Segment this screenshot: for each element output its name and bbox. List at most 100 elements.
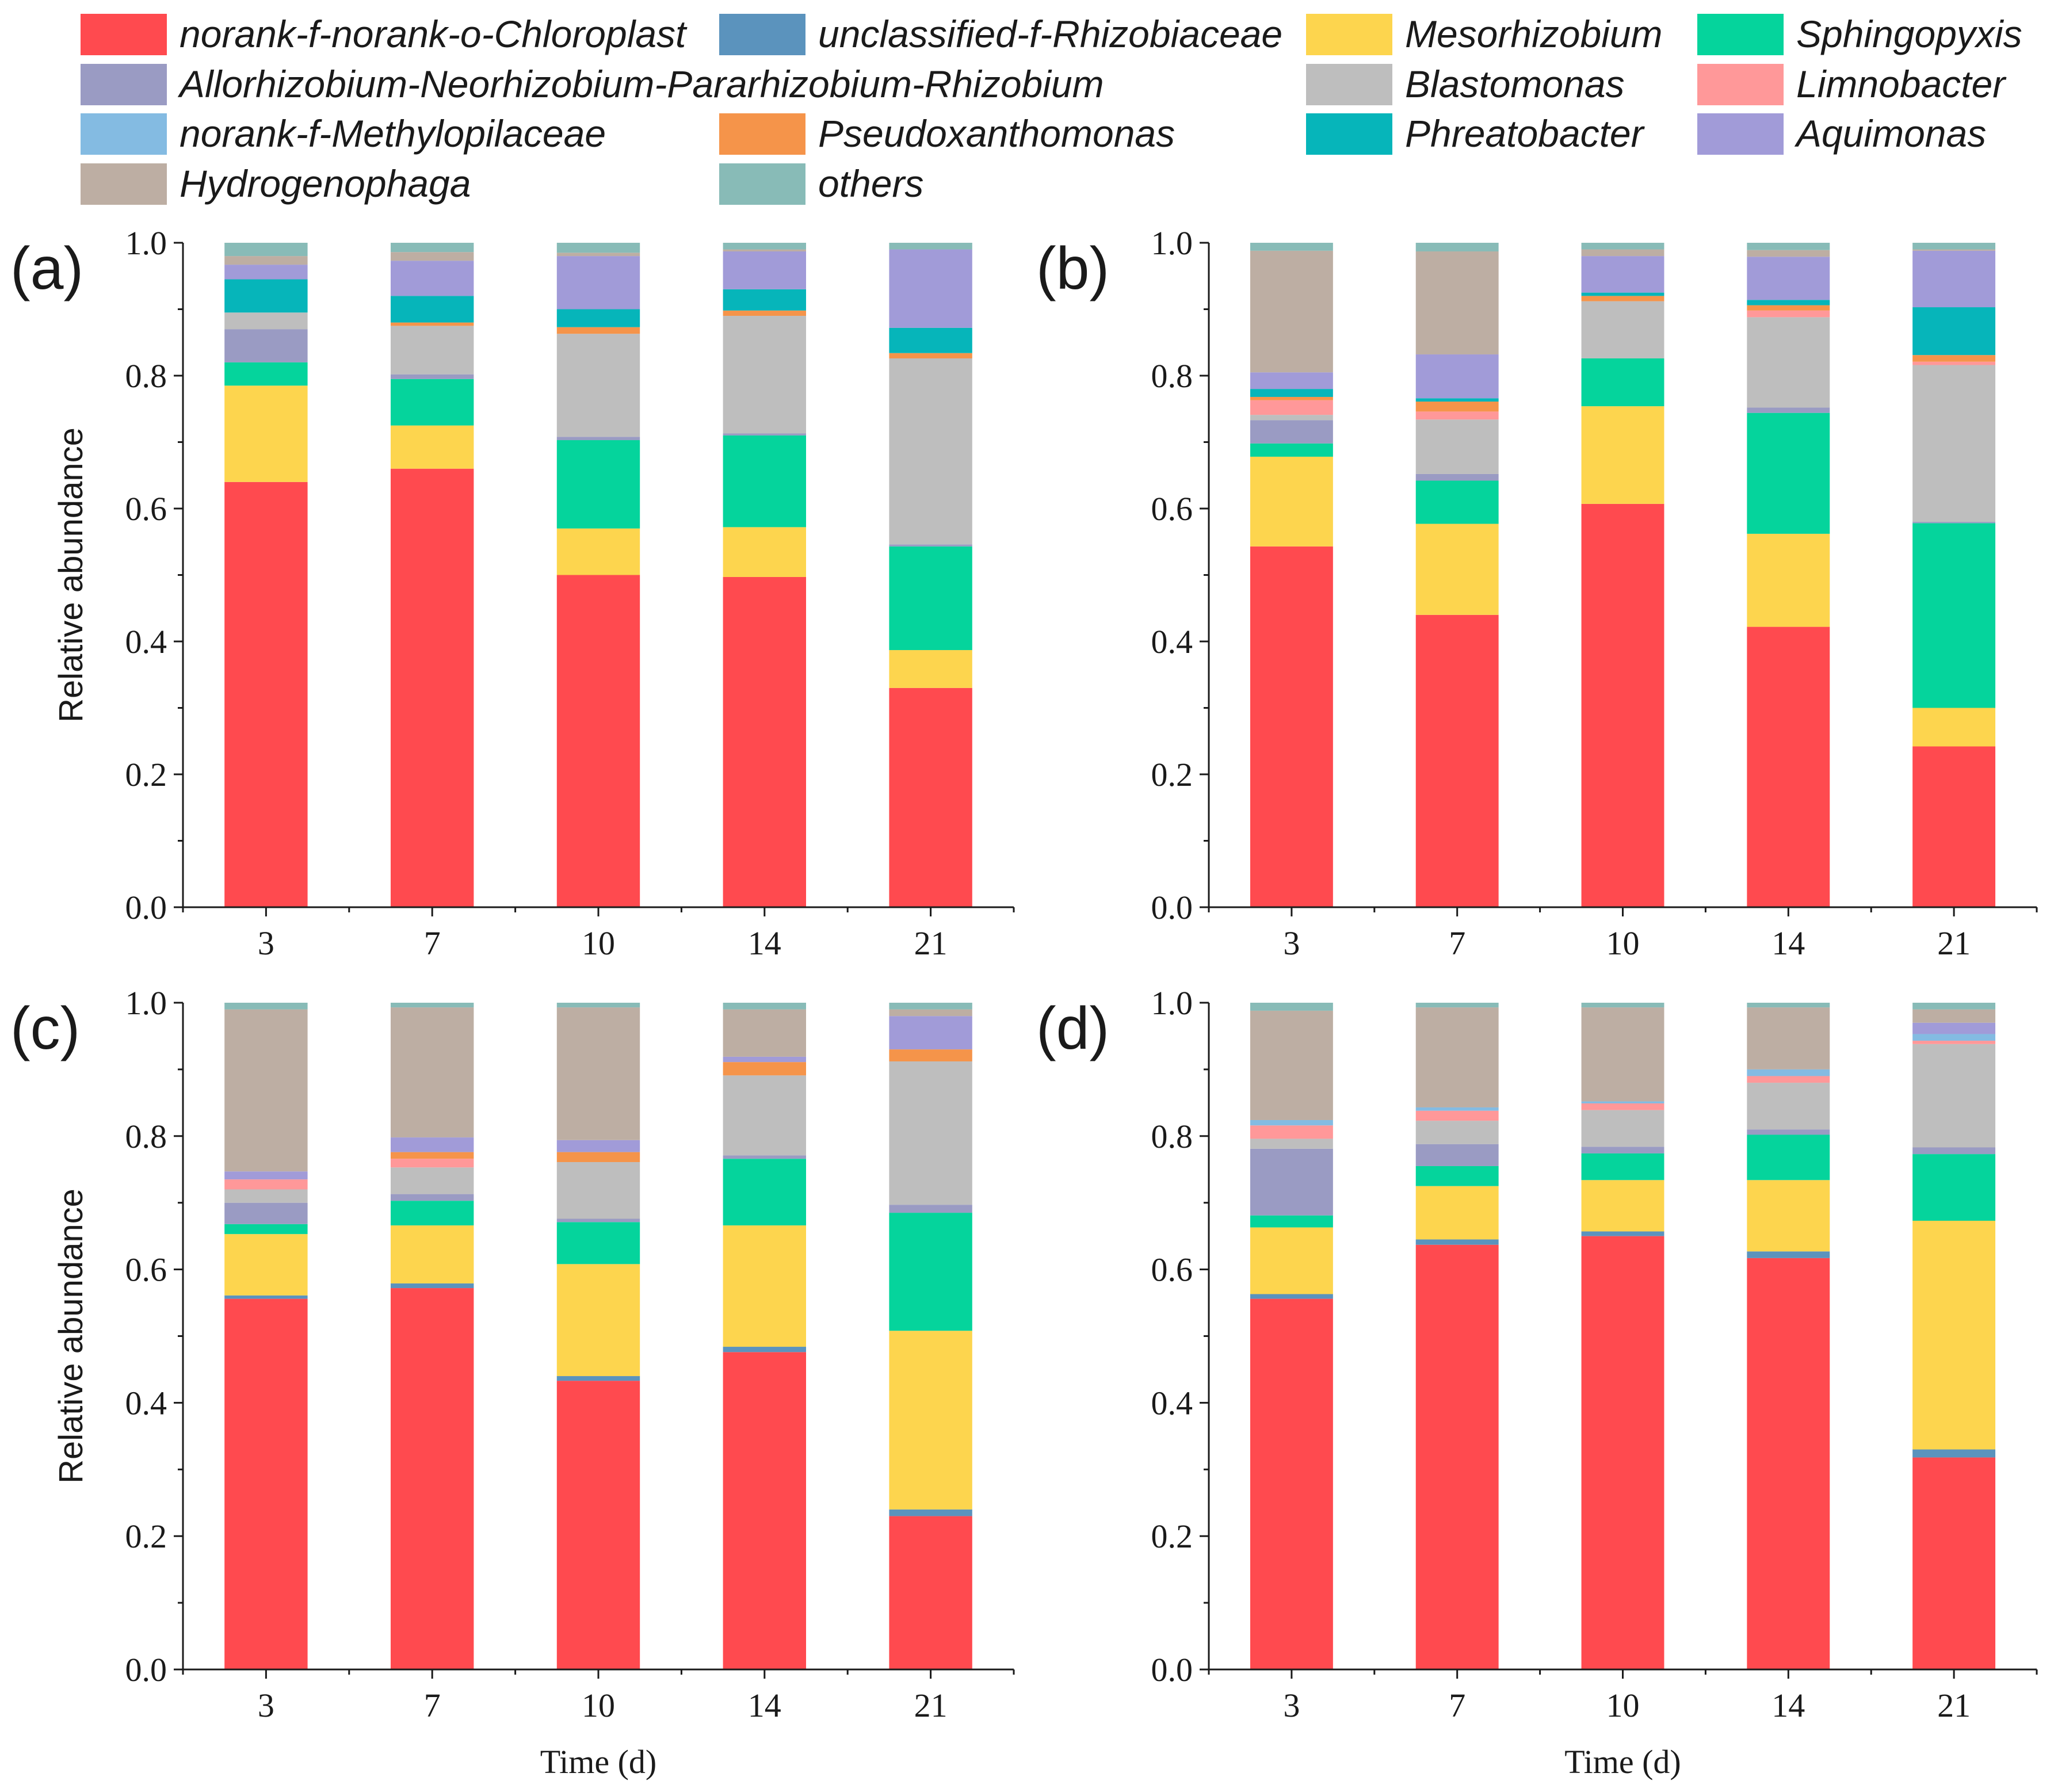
bar-segment-blastomonas-21 (1912, 365, 1996, 522)
x-axis-label: Time (d) (540, 1743, 657, 1780)
legend-swatch (1306, 64, 1392, 105)
bar-segment-sphingopyxis-21 (889, 1213, 972, 1331)
legend-entry-aquimonas: Aquimonas (1697, 112, 1986, 155)
x-tick-label: 3 (258, 1687, 274, 1724)
x-tick-label: 7 (424, 1687, 441, 1724)
bar-segment-sphingopyxis-21 (1912, 1154, 1996, 1221)
legend-entry-unclassified-f-rhizobiaceae: unclassified-f-Rhizobiaceae (719, 13, 1282, 55)
panel-label: (d) (1036, 995, 1109, 1062)
bar-segment-others-14 (723, 243, 806, 250)
bar-segment-allorhizobium-neorhizobium-pararhizobium-rhizobium-7 (1415, 1144, 1499, 1166)
bar-segment-norank-f-norank-o-chloroplast-10 (1581, 503, 1664, 907)
bar-segment-hydrogenophaga-3 (224, 256, 308, 265)
bar-segment-hydrogenophaga-10 (1581, 1007, 1664, 1102)
bar-segment-pseudoxanthomonas-21 (889, 353, 972, 358)
bar-segment-hydrogenophaga-10 (556, 253, 640, 257)
bar-segment-limnobacter-3 (1250, 1125, 1333, 1139)
bar-segment-allorhizobium-neorhizobium-pararhizobium-rhizobium-21 (1912, 522, 1996, 524)
bar-segment-phreatobacter-21 (889, 327, 972, 353)
chart-panel-d: 0.0 0.2 0.4 0.6 0.8 1.0 3 7 10 14 21 (d) Time (d) (1036, 984, 2038, 1780)
y-tick-label: 1.0 (1151, 984, 1193, 1022)
bar-segment-others-10 (1581, 1003, 1664, 1008)
legend-entry-others: others (719, 162, 923, 205)
bar-segment-blastomonas-3 (1250, 415, 1333, 421)
bar-segment-unclassified-f-rhizobiaceae-14 (723, 1347, 806, 1352)
bar-segment-norank-f-norank-o-chloroplast-14 (723, 576, 806, 907)
x-tick-label: 14 (748, 1687, 781, 1724)
bar-segment-norank-f-methylopilaceae-21 (1912, 1034, 1996, 1041)
y-tick-label: 0.0 (1151, 1651, 1193, 1688)
bar-segment-others-21 (889, 1003, 972, 1010)
y-tick-label: 0.0 (1151, 889, 1193, 926)
bar-segment-mesorhizobium-21 (889, 1331, 972, 1510)
bar-segment-sphingopyxis-14 (723, 435, 806, 528)
bar-segment-allorhizobium-neorhizobium-pararhizobium-rhizobium-14 (1747, 1129, 1830, 1135)
y-tick-label: 1.0 (125, 984, 167, 1022)
bar-segment-blastomonas-21 (889, 358, 972, 545)
bar-segment-blastomonas-21 (1912, 1044, 1996, 1148)
bar-segment-sphingopyxis-3 (224, 1224, 308, 1235)
bar-segment-mesorhizobium-10 (556, 528, 640, 575)
bar-segment-limnobacter-3 (224, 1179, 308, 1190)
bar-segment-aquimonas-7 (391, 261, 474, 296)
bar-segment-allorhizobium-neorhizobium-pararhizobium-rhizobium-7 (1415, 473, 1499, 481)
bar-segment-phreatobacter-7 (1415, 398, 1499, 402)
bar-segment-others-21 (889, 243, 972, 250)
y-tick-label: 0.2 (1151, 756, 1193, 793)
legend-swatch (1306, 14, 1392, 55)
legend-swatch (1697, 14, 1784, 55)
x-tick-label: 10 (582, 1687, 615, 1724)
x-tick-label: 3 (1283, 1687, 1300, 1724)
bar-segment-mesorhizobium-3 (224, 385, 308, 482)
bar-segment-norank-f-norank-o-chloroplast-10 (556, 1381, 640, 1669)
x-tick-label: 14 (1772, 924, 1805, 962)
bar-segment-norank-f-norank-o-chloroplast-21 (889, 1516, 972, 1669)
bar-segment-aquimonas-3 (1250, 372, 1333, 389)
x-tick-label: 7 (1449, 1687, 1465, 1724)
legend-swatch (1697, 64, 1784, 105)
bar-segment-phreatobacter-21 (1912, 307, 1996, 356)
y-tick-label: 0.8 (125, 1118, 167, 1155)
bar-segment-others-3 (224, 1003, 308, 1010)
bar-segment-pseudoxanthomonas-7 (1415, 402, 1499, 412)
bar-segment-mesorhizobium-14 (1747, 1180, 1830, 1252)
bar-segment-norank-f-norank-o-chloroplast-3 (1250, 1298, 1333, 1669)
bar-segment-hydrogenophaga-7 (1415, 251, 1499, 355)
y-axis-label: Relative abundance (52, 1189, 90, 1484)
bar-segment-norank-f-methylopilaceae-7 (1415, 1107, 1499, 1111)
bar-segment-unclassified-f-rhizobiaceae-10 (1581, 1231, 1664, 1236)
bar-segment-limnobacter-10 (1581, 1103, 1664, 1110)
bar-segment-allorhizobium-neorhizobium-pararhizobium-rhizobium-14 (1747, 407, 1830, 413)
legend-label: Limnobacter (1796, 63, 2007, 105)
bar-segment-norank-f-norank-o-chloroplast-7 (391, 468, 474, 907)
bar-segment-aquimonas-21 (1912, 250, 1996, 308)
bar-segment-phreatobacter-7 (391, 296, 474, 323)
bar-segment-allorhizobium-neorhizobium-pararhizobium-rhizobium-21 (889, 544, 972, 547)
bar-segment-aquimonas-7 (1415, 354, 1499, 399)
bar-segment-others-7 (1415, 243, 1499, 252)
bar-segment-aquimonas-10 (1581, 256, 1664, 293)
bar-segment-others-10 (1581, 243, 1664, 250)
legend-entry-limnobacter: Limnobacter (1697, 63, 2007, 105)
bar-segment-pseudoxanthomonas-3 (1250, 396, 1333, 400)
bar-segment-others-21 (1912, 1003, 1996, 1010)
bar-segment-others-21 (1912, 243, 1996, 250)
bar-segment-norank-f-norank-o-chloroplast-7 (1415, 614, 1499, 907)
bar-segment-limnobacter-3 (1250, 400, 1333, 415)
y-tick-label: 0.6 (125, 1251, 167, 1289)
bar-segment-phreatobacter-14 (1747, 300, 1830, 305)
bar-segment-blastomonas-14 (1747, 317, 1830, 408)
bar-segment-allorhizobium-neorhizobium-pararhizobium-rhizobium-14 (723, 433, 806, 435)
bar-segment-allorhizobium-neorhizobium-pararhizobium-rhizobium-7 (391, 1194, 474, 1201)
bar-segment-mesorhizobium-7 (391, 1225, 474, 1283)
bar-segment-mesorhizobium-3 (224, 1234, 308, 1296)
bar-segment-mesorhizobium-14 (1747, 533, 1830, 627)
bar-segment-aquimonas-14 (1747, 257, 1830, 300)
bar-segment-hydrogenophaga-14 (723, 1009, 806, 1057)
bar-segment-norank-f-norank-o-chloroplast-3 (224, 1298, 308, 1669)
bar-segment-mesorhizobium-7 (1415, 1186, 1499, 1240)
bar-segment-unclassified-f-rhizobiaceae-7 (391, 1283, 474, 1289)
bar-segment-aquimonas-10 (556, 1140, 640, 1152)
chart-panels: 0.0 0.2 0.4 0.6 0.8 1.0 3 7 10 14 21 (a) Relative ab… (10, 224, 2038, 1780)
bar-segment-sphingopyxis-10 (556, 1222, 640, 1264)
